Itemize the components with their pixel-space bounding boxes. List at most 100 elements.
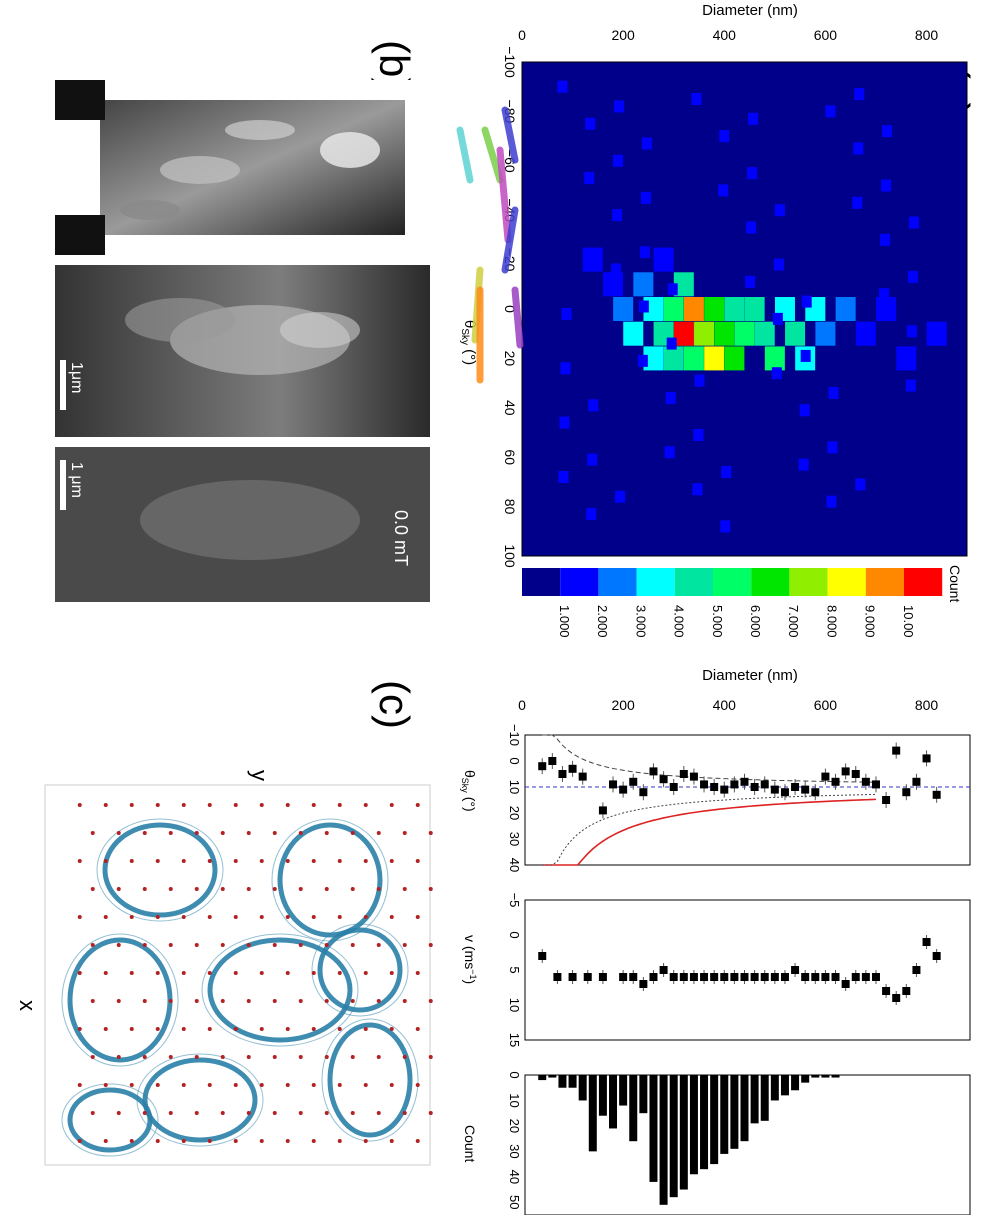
theta-point [871,780,880,789]
count-bar [720,1075,729,1154]
velocity-point [710,973,719,981]
theta-tick: 10 [507,780,522,794]
colorbar-label: 1.000 [557,605,572,638]
pinning-site [77,1083,82,1087]
pinning-site [298,831,303,835]
count-bar [548,1075,557,1078]
heatmap-cell [798,458,809,471]
heatmap-cell [673,272,694,297]
pinning-site [259,859,264,863]
velocity-point [583,973,592,981]
pinning-site [246,943,251,947]
pinning-site [337,971,342,975]
pinning-site [298,999,303,1003]
pinning-site [428,1055,433,1059]
theta-point [649,767,658,776]
pinning-site [77,859,82,863]
pinning-site [311,1027,316,1031]
domain-wall [207,937,353,1043]
pinning-site [415,803,420,807]
pinning-site [194,1055,199,1059]
colorbar-swatch [827,568,866,596]
pinning-site [181,859,186,863]
colorbar-swatch [865,568,904,596]
heatmap-cell [637,354,648,367]
theta-fit-red [542,798,877,866]
pinning-site [116,999,121,1003]
pinning-site [103,915,108,919]
heatmap-cell [854,88,865,101]
heatmap-y-tick: 0 [502,305,518,313]
pinning-site [155,1083,160,1087]
count-bar [831,1075,840,1078]
velocity-point [649,973,658,981]
pinning-site [142,1055,147,1059]
heatmap-cell [748,112,759,125]
pinning-site [376,887,381,891]
domain-wall [201,933,359,1047]
pinning-site [194,887,199,891]
pinning-site [194,999,199,1003]
heatmap-cell [613,297,634,321]
count-bars [538,1075,840,1205]
count-bar [639,1075,648,1114]
theta-point [669,783,678,791]
count-bar [740,1075,749,1142]
heatmap-cell [663,346,684,371]
count-tick: 30 [507,1144,522,1158]
velocity-tick: 15 [507,1033,522,1047]
pinning-site [77,1139,82,1143]
heatmap-cell [587,453,598,466]
micrograph-3: 1 μm 0.0 mT [55,106,524,602]
colorbar-swatch [674,568,713,596]
pinning-site [155,859,160,863]
pinning-site [220,831,225,835]
count-bar [821,1075,830,1078]
colorbar-swatch [560,568,599,596]
pinning-site [168,887,173,891]
domain-wall [277,822,383,938]
pinning-site [428,887,433,891]
pinning-site [259,1139,264,1143]
pinning-site [324,1055,329,1059]
pinning-site [103,1139,108,1143]
pinning-site [129,1139,134,1143]
count-bar [588,1075,597,1152]
heatmap-cell [799,404,810,417]
heatmap-cell [640,191,651,204]
pinning-site [415,859,420,863]
pinning-site [415,1083,420,1087]
colorbar-label: 10.00 [901,605,916,638]
pinning-site [246,999,251,1003]
pinning-site [129,803,134,807]
pinning-site [389,1083,394,1087]
velocity-point [882,987,891,995]
plots-x-tick: 0 [518,697,526,713]
theta-point [629,777,638,786]
heatmap-y-tick: 20 [502,351,518,367]
pinning-site [402,999,407,1003]
heatmap-cell [561,307,572,320]
theta-point [892,746,901,755]
pinning-site [415,915,420,919]
heatmap-cell [714,321,735,346]
theta-point [801,785,810,794]
heatmap-x-tick: 600 [814,27,838,43]
heatmap-cell [664,446,675,459]
domain-wall [61,933,179,1067]
pinning-site [298,1111,303,1115]
colorbar-labels: 1.000 2.000 3.000 4.000 5.000 6.000 7.000 8.000… [557,605,916,638]
count-bar [760,1075,769,1121]
pinning-site [363,859,368,863]
pinning-site [103,803,108,807]
count-bar [750,1075,759,1124]
pinning-site [285,915,290,919]
heatmap-x-tick: 200 [611,27,635,43]
velocity-ylabel: v (ms−1) [462,935,478,984]
pinning-site [272,999,277,1003]
theta-point [791,783,800,791]
theta-point [710,783,719,791]
velocity-point [659,966,668,974]
velocity-point [841,980,850,988]
theta-points [538,742,941,819]
